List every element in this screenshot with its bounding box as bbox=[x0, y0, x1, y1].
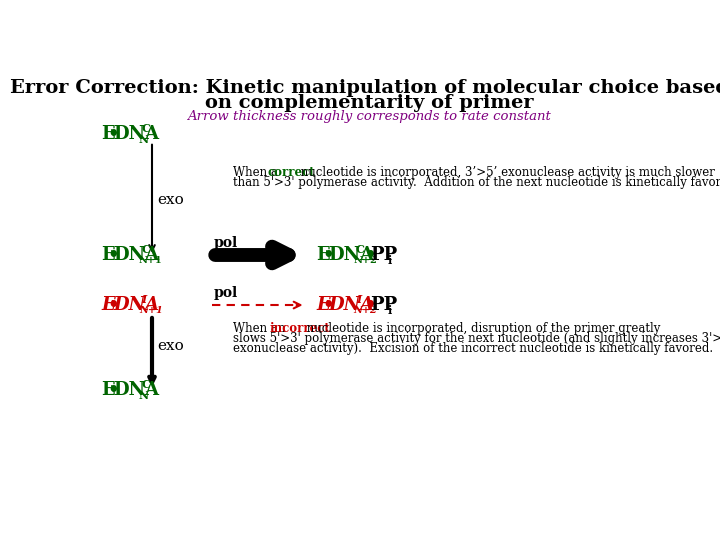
Text: •: • bbox=[364, 246, 376, 264]
Text: correct: correct bbox=[267, 166, 315, 179]
Text: DNA: DNA bbox=[113, 246, 159, 264]
Text: •: • bbox=[323, 246, 334, 264]
Text: •: • bbox=[364, 296, 376, 314]
Text: N+2: N+2 bbox=[354, 306, 377, 315]
Text: Error Correction: Kinetic manipulation of molecular choice based: Error Correction: Kinetic manipulation o… bbox=[9, 79, 720, 97]
Text: C: C bbox=[141, 379, 150, 390]
Text: When a: When a bbox=[233, 166, 282, 179]
Text: N+1: N+1 bbox=[139, 256, 163, 265]
Text: •: • bbox=[108, 381, 120, 399]
Text: E: E bbox=[102, 381, 115, 399]
Text: E: E bbox=[316, 296, 330, 314]
Text: I: I bbox=[356, 294, 361, 305]
Text: nucleotide is incorporated, disruption of the primer greatly: nucleotide is incorporated, disruption o… bbox=[303, 322, 660, 335]
Text: pol: pol bbox=[214, 237, 238, 251]
Text: E: E bbox=[102, 125, 115, 143]
Text: Arrow thickness roughly corresponds to rate constant: Arrow thickness roughly corresponds to r… bbox=[187, 110, 551, 123]
Text: exo: exo bbox=[158, 339, 184, 353]
Text: i: i bbox=[387, 255, 392, 266]
Text: DNA: DNA bbox=[328, 296, 374, 314]
Text: •: • bbox=[323, 296, 334, 314]
Text: exonuclease activity).  Excision of the incorrect nucleotide is kinetically favo: exonuclease activity). Excision of the i… bbox=[233, 342, 714, 355]
Text: N: N bbox=[139, 390, 149, 401]
Text: N+1: N+1 bbox=[139, 306, 163, 315]
Text: nucleotide is incorporated, 3’>5’ exonuclease activity is much slower: nucleotide is incorporated, 3’>5’ exonuc… bbox=[297, 166, 715, 179]
Text: C: C bbox=[141, 244, 150, 255]
Text: than 5'>3' polymerase activity.  Addition of the next nucleotide is kinetically : than 5'>3' polymerase activity. Addition… bbox=[233, 176, 720, 189]
Text: C: C bbox=[141, 123, 150, 134]
Text: DNA: DNA bbox=[113, 381, 159, 399]
Text: pol: pol bbox=[214, 287, 238, 300]
Text: E: E bbox=[102, 246, 115, 264]
Text: E: E bbox=[316, 246, 330, 264]
Text: N: N bbox=[139, 134, 149, 145]
Text: incorrect: incorrect bbox=[270, 322, 330, 335]
Text: on complementarity of primer: on complementarity of primer bbox=[204, 94, 534, 112]
Text: PP: PP bbox=[371, 246, 397, 264]
Text: •: • bbox=[108, 296, 120, 314]
Text: I: I bbox=[141, 294, 146, 305]
Text: •: • bbox=[108, 125, 120, 143]
Text: DNA: DNA bbox=[113, 296, 159, 314]
Text: PP: PP bbox=[371, 296, 397, 314]
Text: When an: When an bbox=[233, 322, 289, 335]
Text: E: E bbox=[102, 296, 115, 314]
Text: i: i bbox=[387, 305, 392, 316]
Text: C: C bbox=[356, 244, 365, 255]
Text: N+2: N+2 bbox=[354, 256, 377, 265]
Text: DNA: DNA bbox=[113, 125, 159, 143]
Text: exo: exo bbox=[158, 193, 184, 206]
Text: slows 5'>3' polymerase activity for the next nucleotide (and slightly increases : slows 5'>3' polymerase activity for the … bbox=[233, 332, 720, 345]
Text: DNA: DNA bbox=[328, 246, 374, 264]
Text: •: • bbox=[108, 246, 120, 264]
